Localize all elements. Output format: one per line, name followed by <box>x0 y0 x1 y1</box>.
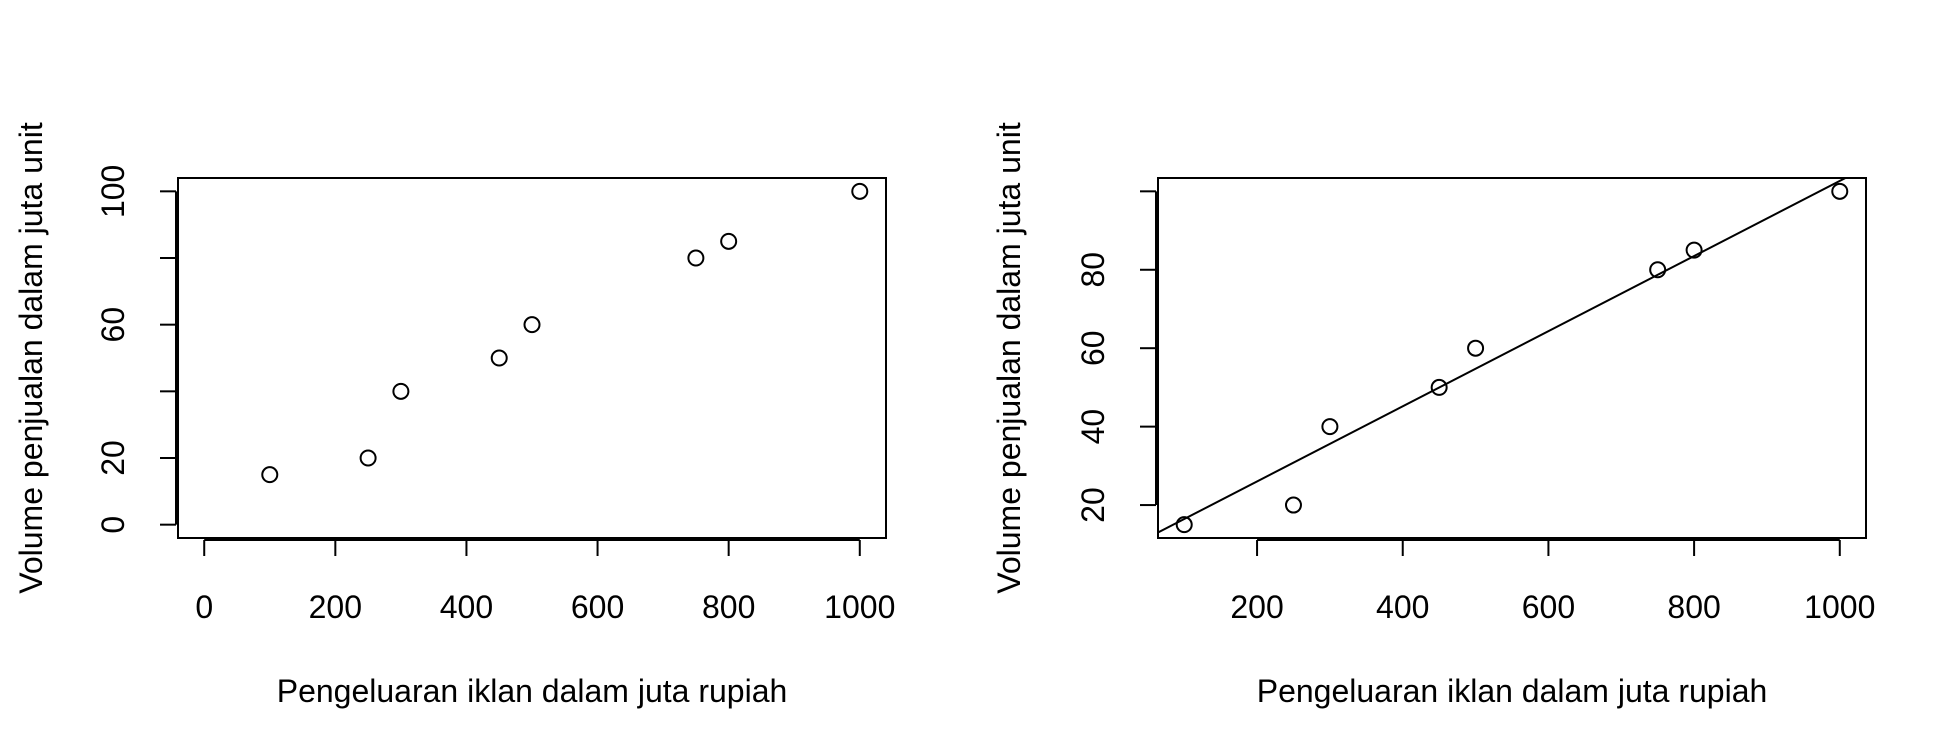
chart-1-data-point <box>1430 378 1448 396</box>
chart-0-data-point <box>523 316 541 334</box>
chart-1-plot-frame <box>1157 177 1867 539</box>
chart-0-y-tick-label: 60 <box>95 307 131 343</box>
chart-0-x-axis-title: Pengeluaran iklan dalam juta rupiah <box>277 673 788 709</box>
chart-1-data-point <box>1649 261 1667 279</box>
chart-0-y-tick-label: 0 <box>95 516 131 534</box>
scatter-plot-right-with-fit-line: 200 400 600 800 1000 20 40 60 80 Pengeluaran ikla… <box>991 122 1875 709</box>
chart-0-y-tick-label: 100 <box>95 165 131 218</box>
chart-1-x-tick-label: 1000 <box>1804 589 1875 625</box>
chart-1-y-axis-title: Volume penjualan dalam juta unit <box>991 122 1027 594</box>
chart-0-x-tick-label: 1000 <box>824 589 895 625</box>
chart-1-data-point <box>1321 418 1339 436</box>
chart-1-y-tick-label: 40 <box>1075 409 1111 445</box>
chart-1-regression-line <box>1158 178 1848 534</box>
chart-1-x-tick-label: 800 <box>1667 589 1720 625</box>
chart-1-x-tick-label: 200 <box>1230 589 1283 625</box>
chart-0-x-tick-label: 600 <box>571 589 624 625</box>
chart-0-y-tick-label: 20 <box>95 440 131 476</box>
chart-1-y-tick-label: 80 <box>1075 252 1111 288</box>
chart-1-y-tick-label: 60 <box>1075 330 1111 366</box>
chart-0-x-tick-label: 800 <box>702 589 755 625</box>
chart-0-data-point <box>392 382 410 400</box>
chart-1-x-axis-title: Pengeluaran iklan dalam juta rupiah <box>1257 673 1768 709</box>
chart-0-y-axis-title: Volume penjualan dalam juta unit <box>13 122 49 594</box>
chart-1-x-tick-label: 400 <box>1376 589 1429 625</box>
chart-1-data-point <box>1685 241 1703 259</box>
chart-0-plot-frame <box>177 177 887 539</box>
chart-0-data-point <box>720 232 738 250</box>
chart-1-data-point <box>1831 182 1849 200</box>
chart-1-data-point <box>1284 496 1302 514</box>
chart-0-data-point <box>490 349 508 367</box>
chart-0-data-point <box>687 249 705 267</box>
chart-1-y-tick-label: 20 <box>1075 487 1111 523</box>
chart-1-data-point <box>1467 339 1485 357</box>
chart-0-data-point <box>851 182 869 200</box>
chart-0-x-tick-label: 0 <box>195 589 213 625</box>
chart-0-x-tick-label: 400 <box>440 589 493 625</box>
scatter-plot-left: 0 200 400 600 800 1000 0 20 60 100 Pengeluaran ikl… <box>13 122 895 709</box>
chart-1-data-point <box>1175 516 1193 534</box>
chart-1-x-tick-label: 600 <box>1522 589 1575 625</box>
chart-0-data-point <box>359 449 377 467</box>
chart-0-x-tick-label: 200 <box>309 589 362 625</box>
chart-0-data-point <box>261 466 279 484</box>
